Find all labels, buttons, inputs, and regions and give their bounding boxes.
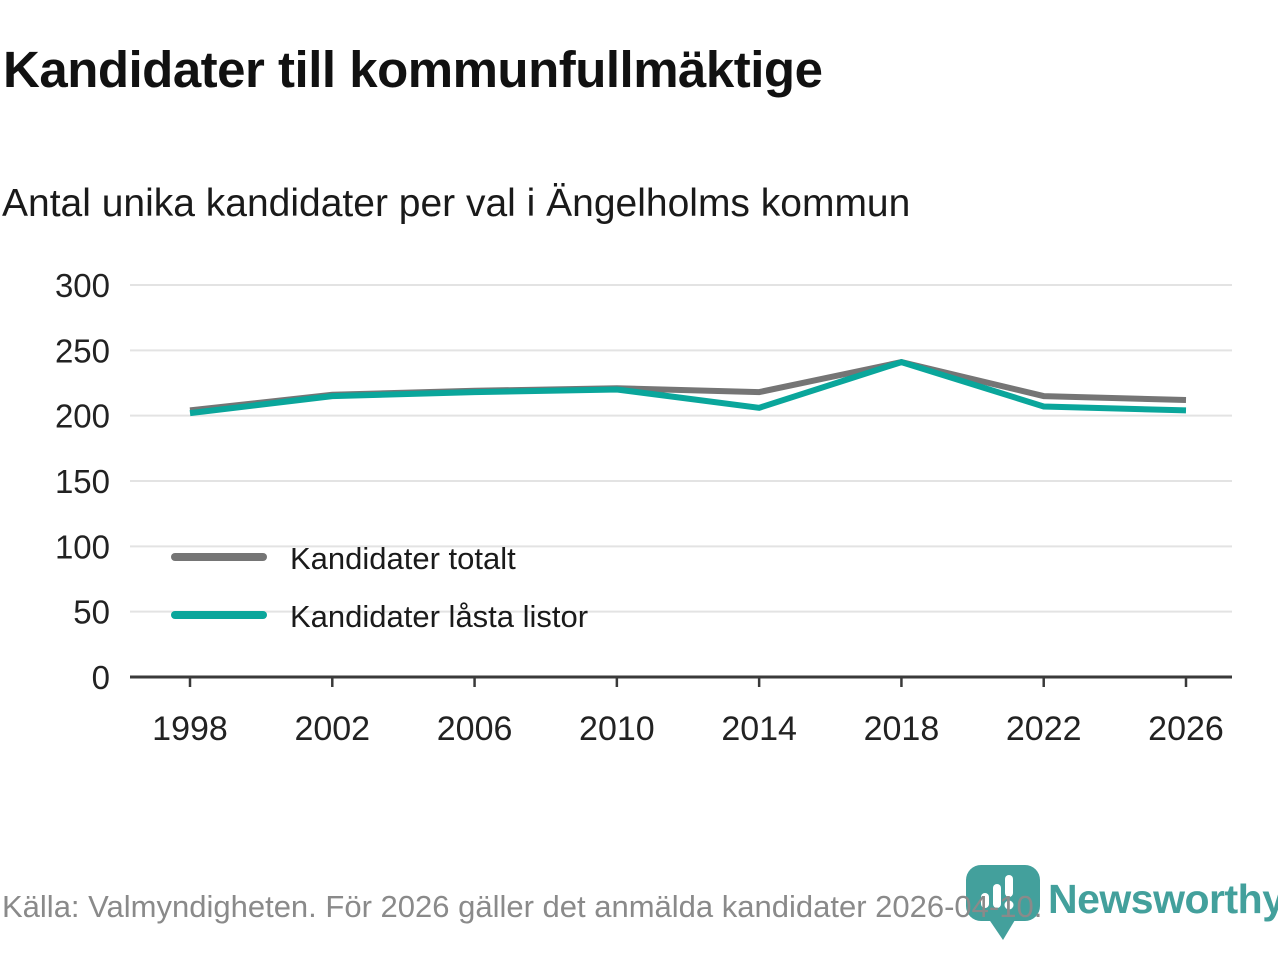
legend-label-total: Kandidater totalt xyxy=(290,541,516,576)
chart-legend: Kandidater totalt Kandidater låsta listo… xyxy=(171,541,588,634)
line-chart: 0 50 100 150 200 250 300 1998 2002 2006 2010 2014 2… xyxy=(55,267,1232,748)
x-tick-label: 2018 xyxy=(864,710,940,748)
newsworthy-pin-icon xyxy=(966,865,1040,940)
source-note: Källa: Valmyndigheten. För 2026 gäller d… xyxy=(2,889,1043,924)
y-tick-label: 0 xyxy=(92,659,110,696)
legend-label-locked: Kandidater låsta listor xyxy=(290,599,588,634)
y-tick-label: 300 xyxy=(55,267,110,304)
x-tick-label: 2026 xyxy=(1148,710,1224,748)
x-tick-label: 2014 xyxy=(721,710,797,748)
chart-subtitle: Antal unika kandidater per val i Ängelho… xyxy=(2,182,911,225)
chart-title: Kandidater till kommunfullmäktige xyxy=(3,41,823,98)
x-tick-label: 2022 xyxy=(1006,710,1082,748)
y-tick-label: 250 xyxy=(55,332,110,369)
chart-series xyxy=(189,358,1187,417)
newsworthy-wordmark: Newsworthy xyxy=(1048,876,1278,922)
x-tick-label: 2002 xyxy=(294,710,370,748)
newsworthy-logo: Newsworthy xyxy=(966,865,1278,940)
y-tick-label: 200 xyxy=(55,398,110,435)
x-tick-label: 2010 xyxy=(579,710,655,748)
gridlines xyxy=(130,284,1232,613)
y-tick-label: 50 xyxy=(73,594,110,631)
x-tick-label: 1998 xyxy=(152,710,228,748)
x-axis-ticks: 1998 2002 2006 2010 2014 2018 2022 2026 xyxy=(152,677,1224,748)
y-tick-label: 150 xyxy=(55,463,110,500)
x-tick-label: 2006 xyxy=(437,710,513,748)
y-axis-labels: 0 50 100 150 200 250 300 xyxy=(55,267,110,696)
series-line-locked xyxy=(189,358,1187,417)
y-tick-label: 100 xyxy=(55,528,110,565)
